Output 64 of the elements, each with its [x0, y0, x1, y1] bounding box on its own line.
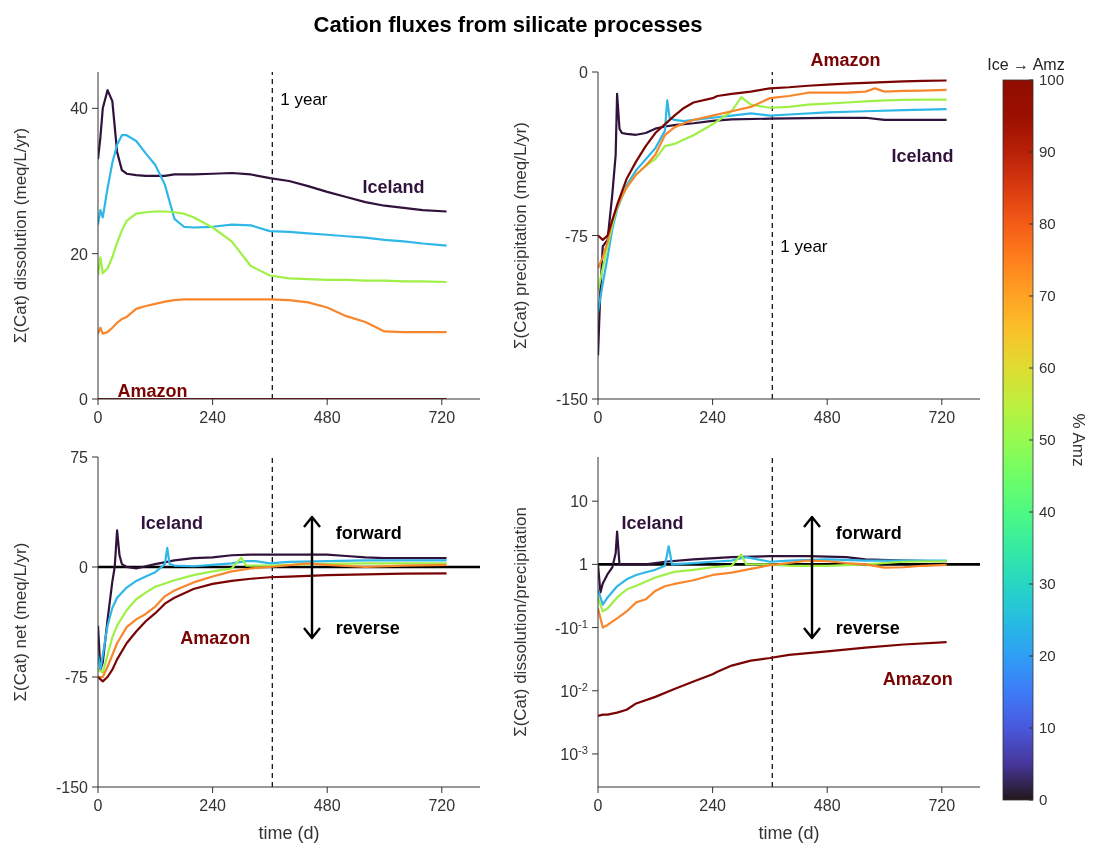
- y-axis-title: Σ(Cat) net (meq/L/yr): [11, 542, 31, 702]
- chart-title: Cation fluxes from silicate processes: [312, 12, 704, 38]
- x-tick-label: 0: [93, 409, 103, 426]
- x-tick-label: 240: [699, 797, 727, 814]
- color-bar-label: 20: [1039, 647, 1056, 664]
- color-bar-label: 60: [1039, 359, 1056, 376]
- y-tick-label: 10$^{-3}$: [560, 743, 588, 763]
- y-axis-title: Σ(Cat) dissolution (meq/L/yr): [11, 127, 31, 344]
- y-tick-label: -75: [564, 227, 589, 245]
- color-bar-label: 50: [1039, 431, 1056, 448]
- x-tick-label: 240: [199, 797, 227, 814]
- x-tick-label: 480: [813, 797, 841, 814]
- legend-title: Ice → Amz: [987, 56, 1065, 73]
- y-tick-label: -75: [64, 669, 89, 686]
- y-axis-title: Σ(Cat) precipitation (meq/L/yr): [511, 122, 531, 349]
- y-tick-label: -10$^{-1}$: [554, 617, 588, 637]
- x-tick-label: 0: [93, 797, 103, 814]
- x-tick-label: 720: [928, 797, 956, 814]
- y-tick-label: 0: [79, 559, 89, 576]
- series-label: Iceland: [621, 512, 684, 534]
- y-tick-label: 20: [70, 245, 89, 263]
- annotation: reverse: [835, 617, 900, 639]
- x-tick-label: 480: [813, 409, 841, 426]
- y-tick-label: 10$^{-2}$: [560, 680, 588, 700]
- x-axis-title: time (d): [758, 823, 820, 843]
- annotation: reverse: [335, 617, 400, 639]
- x-tick-label: 0: [593, 797, 603, 814]
- series-label: Iceland: [891, 145, 954, 167]
- annotation: forward: [835, 523, 902, 545]
- y-axis-title: Σ(Cat) dissolution/precipitation: [511, 507, 531, 737]
- ref-line-label: 1 year: [280, 89, 328, 109]
- y-tick-label: 40: [70, 100, 89, 118]
- color-bar-title: % Amz: [1069, 413, 1088, 467]
- series-label: Amazon: [810, 49, 881, 71]
- y-tick-label: 0: [579, 64, 589, 81]
- y-tick-label: -150: [55, 779, 89, 796]
- x-tick-label: 480: [313, 797, 341, 814]
- x-tick-label: 240: [699, 409, 727, 426]
- annotation: forward: [335, 523, 402, 545]
- series-label: Amazon: [180, 627, 251, 649]
- color-bar-label: 10: [1039, 719, 1056, 736]
- ref-line-label: 1 year: [780, 236, 828, 256]
- color-bar-label: 30: [1039, 575, 1056, 592]
- x-axis-title: time (d): [258, 823, 320, 843]
- y-tick-label: 10: [570, 493, 589, 511]
- y-tick-label: 75: [70, 449, 89, 466]
- color-bar-label: 100: [1039, 71, 1065, 88]
- x-tick-label: 720: [428, 797, 456, 814]
- series-label: Amazon: [117, 380, 188, 402]
- y-tick-label: -150: [555, 391, 589, 408]
- series-label: Iceland: [362, 176, 425, 198]
- y-tick-label: 1: [579, 556, 589, 574]
- x-tick-label: 720: [928, 409, 956, 426]
- x-tick-label: 480: [313, 409, 341, 426]
- x-tick-label: 0: [593, 409, 603, 426]
- x-tick-label: 720: [428, 409, 456, 426]
- y-tick-label: 0: [79, 391, 89, 408]
- series-label: Amazon: [882, 668, 953, 690]
- color-bar-label: 80: [1039, 215, 1056, 232]
- color-bar-label: 90: [1039, 143, 1056, 160]
- x-tick-label: 240: [199, 409, 227, 426]
- color-bar-label: 70: [1039, 287, 1056, 304]
- series-label: Iceland: [140, 512, 203, 534]
- color-bar-label: 40: [1039, 503, 1056, 520]
